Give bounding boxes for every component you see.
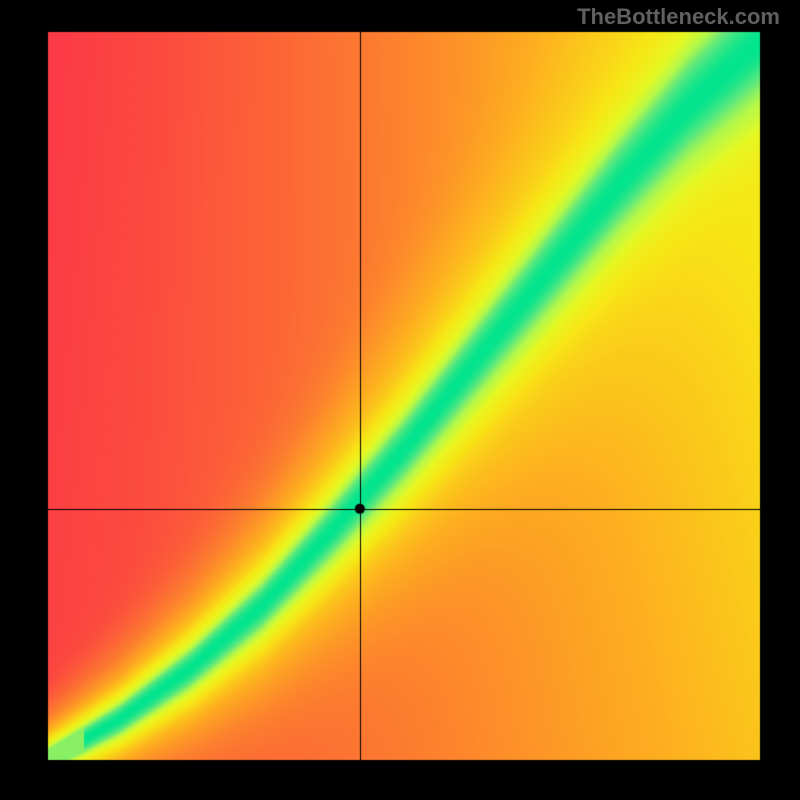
watermark-text: TheBottleneck.com	[577, 4, 780, 30]
bottleneck-heatmap	[0, 0, 800, 800]
chart-container: { "meta": { "watermark_text": "TheBottle…	[0, 0, 800, 800]
